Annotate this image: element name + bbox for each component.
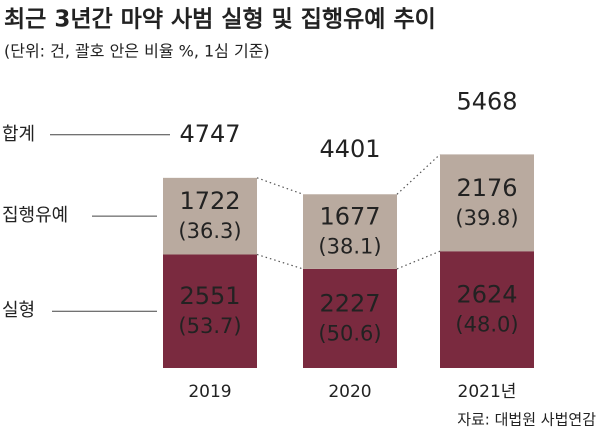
connector [256, 177, 304, 195]
chart-title: 최근 3년간 마약 사범 실형 및 집행유예 추이 [4, 7, 436, 33]
share-label: (39.8) [455, 206, 518, 230]
value-label: 2176 [456, 174, 517, 202]
value-label: 2624 [456, 281, 517, 309]
connector [396, 250, 441, 270]
connector [396, 153, 441, 195]
value-label: 1722 [179, 187, 240, 215]
series-label: 집행유예 [2, 205, 68, 226]
x-tick-label: 2020 [328, 382, 371, 402]
source: 자료: 대법원 사법연감 [457, 411, 596, 429]
x-tick-label: 2019 [188, 382, 231, 402]
bar-segment [163, 254, 257, 368]
bar-segment [303, 194, 397, 269]
bar-segment [440, 251, 534, 368]
total-label: 4401 [319, 135, 380, 163]
share-label: (38.1) [318, 235, 381, 259]
share-label: (50.6) [318, 321, 381, 345]
value-label: 2227 [319, 289, 380, 317]
series-label: 실형 [2, 300, 35, 321]
share-label: (48.0) [455, 313, 518, 337]
chart-subtitle: (단위: 건, 괄호 안은 비율 %, 1심 기준) [4, 42, 270, 61]
bar-segment [303, 268, 397, 368]
value-label: 1677 [319, 203, 380, 231]
total-name: 합계 [2, 124, 35, 145]
share-label: (53.7) [178, 314, 241, 338]
bar-segment [440, 154, 534, 252]
total-label: 4747 [179, 120, 240, 148]
x-tick-label: 2021년 [458, 382, 517, 402]
share-label: (36.3) [178, 219, 241, 243]
total-label: 5468 [456, 88, 517, 116]
bar-segment [163, 177, 257, 255]
value-label: 2551 [179, 282, 240, 310]
